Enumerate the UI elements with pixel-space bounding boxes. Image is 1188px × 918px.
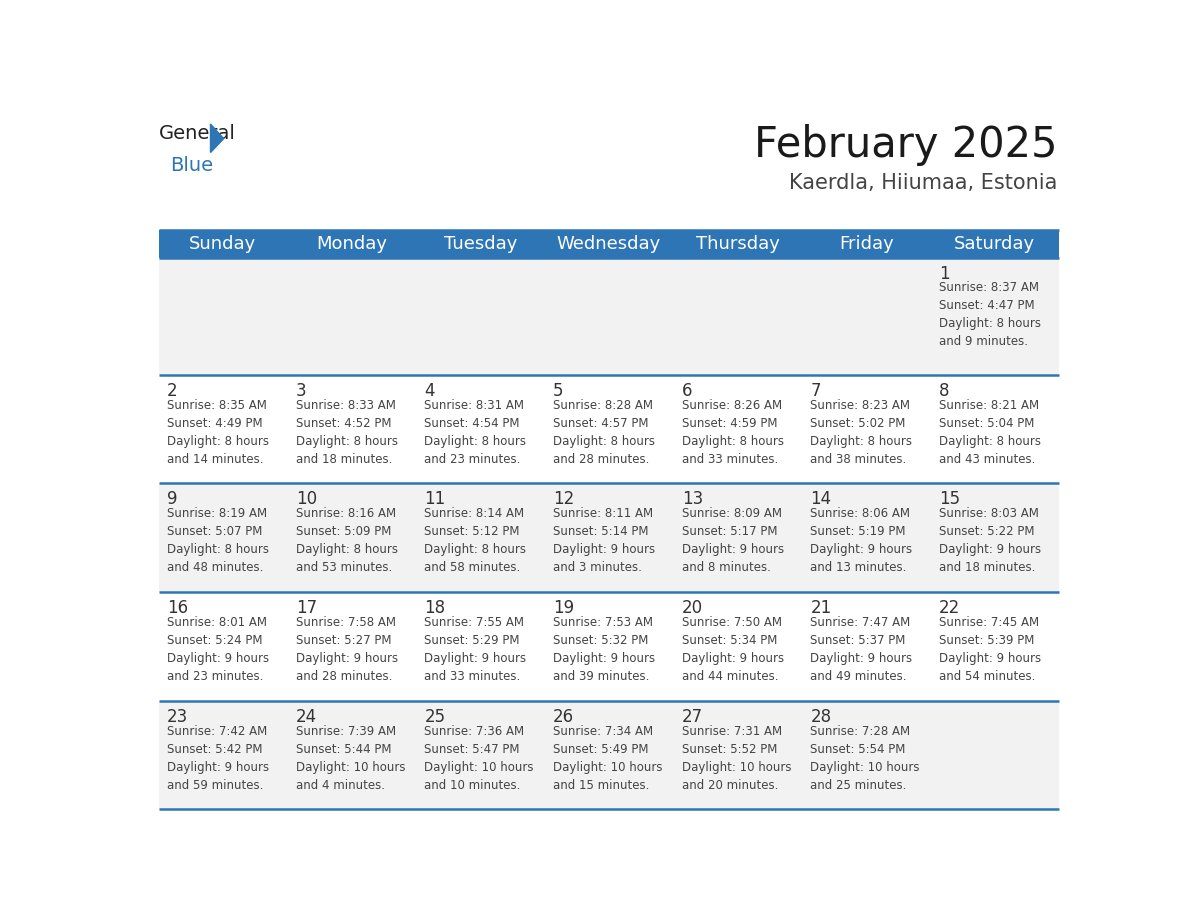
Text: Kaerdla, Hiiumaa, Estonia: Kaerdla, Hiiumaa, Estonia — [789, 174, 1057, 194]
Text: Sunrise: 7:45 AM
Sunset: 5:39 PM
Daylight: 9 hours
and 54 minutes.: Sunrise: 7:45 AM Sunset: 5:39 PM Dayligh… — [939, 616, 1041, 683]
Text: Sunrise: 8:23 AM
Sunset: 5:02 PM
Daylight: 8 hours
and 38 minutes.: Sunrise: 8:23 AM Sunset: 5:02 PM Dayligh… — [810, 398, 912, 465]
Text: Sunrise: 7:47 AM
Sunset: 5:37 PM
Daylight: 9 hours
and 49 minutes.: Sunrise: 7:47 AM Sunset: 5:37 PM Dayligh… — [810, 616, 912, 683]
Text: Saturday: Saturday — [954, 235, 1036, 252]
Text: Blue: Blue — [170, 156, 214, 175]
Text: Sunrise: 8:21 AM
Sunset: 5:04 PM
Daylight: 8 hours
and 43 minutes.: Sunrise: 8:21 AM Sunset: 5:04 PM Dayligh… — [939, 398, 1041, 465]
Text: Monday: Monday — [316, 235, 387, 252]
Text: Friday: Friday — [839, 235, 893, 252]
Text: Sunrise: 7:28 AM
Sunset: 5:54 PM
Daylight: 10 hours
and 25 minutes.: Sunrise: 7:28 AM Sunset: 5:54 PM Dayligh… — [810, 724, 920, 791]
Text: Wednesday: Wednesday — [557, 235, 661, 252]
Bar — [158, 258, 1060, 375]
Text: 7: 7 — [810, 382, 821, 399]
Bar — [158, 375, 1060, 483]
Text: 21: 21 — [810, 599, 832, 617]
Text: Sunrise: 7:34 AM
Sunset: 5:49 PM
Daylight: 10 hours
and 15 minutes.: Sunrise: 7:34 AM Sunset: 5:49 PM Dayligh… — [554, 724, 663, 791]
Bar — [158, 230, 1060, 258]
Text: 19: 19 — [554, 599, 574, 617]
Text: 13: 13 — [682, 490, 703, 509]
Text: Sunrise: 7:58 AM
Sunset: 5:27 PM
Daylight: 9 hours
and 28 minutes.: Sunrise: 7:58 AM Sunset: 5:27 PM Dayligh… — [296, 616, 398, 683]
Text: Sunrise: 7:50 AM
Sunset: 5:34 PM
Daylight: 9 hours
and 44 minutes.: Sunrise: 7:50 AM Sunset: 5:34 PM Dayligh… — [682, 616, 784, 683]
Text: 10: 10 — [296, 490, 317, 509]
Text: 28: 28 — [810, 708, 832, 725]
Text: 23: 23 — [168, 708, 189, 725]
Text: Sunrise: 8:14 AM
Sunset: 5:12 PM
Daylight: 8 hours
and 58 minutes.: Sunrise: 8:14 AM Sunset: 5:12 PM Dayligh… — [424, 507, 526, 574]
Text: 20: 20 — [682, 599, 703, 617]
Bar — [158, 483, 1060, 592]
Text: Sunrise: 7:53 AM
Sunset: 5:32 PM
Daylight: 9 hours
and 39 minutes.: Sunrise: 7:53 AM Sunset: 5:32 PM Dayligh… — [554, 616, 655, 683]
Text: 1: 1 — [939, 264, 949, 283]
Text: Sunrise: 8:06 AM
Sunset: 5:19 PM
Daylight: 9 hours
and 13 minutes.: Sunrise: 8:06 AM Sunset: 5:19 PM Dayligh… — [810, 507, 912, 574]
Bar — [158, 700, 1060, 810]
Text: Sunrise: 8:37 AM
Sunset: 4:47 PM
Daylight: 8 hours
and 9 minutes.: Sunrise: 8:37 AM Sunset: 4:47 PM Dayligh… — [939, 282, 1041, 349]
Text: 9: 9 — [168, 490, 177, 509]
Text: 24: 24 — [296, 708, 317, 725]
Text: General: General — [158, 124, 235, 143]
Text: 26: 26 — [554, 708, 574, 725]
Text: 6: 6 — [682, 382, 693, 399]
Polygon shape — [210, 124, 223, 152]
Text: Sunrise: 8:16 AM
Sunset: 5:09 PM
Daylight: 8 hours
and 53 minutes.: Sunrise: 8:16 AM Sunset: 5:09 PM Dayligh… — [296, 507, 398, 574]
Text: February 2025: February 2025 — [754, 124, 1057, 166]
Text: 15: 15 — [939, 490, 960, 509]
Bar — [158, 592, 1060, 700]
Text: Sunrise: 7:39 AM
Sunset: 5:44 PM
Daylight: 10 hours
and 4 minutes.: Sunrise: 7:39 AM Sunset: 5:44 PM Dayligh… — [296, 724, 405, 791]
Text: Sunrise: 7:36 AM
Sunset: 5:47 PM
Daylight: 10 hours
and 10 minutes.: Sunrise: 7:36 AM Sunset: 5:47 PM Dayligh… — [424, 724, 533, 791]
Text: 17: 17 — [296, 599, 317, 617]
Text: Sunrise: 7:42 AM
Sunset: 5:42 PM
Daylight: 9 hours
and 59 minutes.: Sunrise: 7:42 AM Sunset: 5:42 PM Dayligh… — [168, 724, 270, 791]
Text: Sunrise: 8:35 AM
Sunset: 4:49 PM
Daylight: 8 hours
and 14 minutes.: Sunrise: 8:35 AM Sunset: 4:49 PM Dayligh… — [168, 398, 270, 465]
Text: 2: 2 — [168, 382, 178, 399]
Text: Sunrise: 8:03 AM
Sunset: 5:22 PM
Daylight: 9 hours
and 18 minutes.: Sunrise: 8:03 AM Sunset: 5:22 PM Dayligh… — [939, 507, 1041, 574]
Text: 16: 16 — [168, 599, 188, 617]
Text: 18: 18 — [424, 599, 446, 617]
Text: Sunday: Sunday — [189, 235, 257, 252]
Text: Sunrise: 8:31 AM
Sunset: 4:54 PM
Daylight: 8 hours
and 23 minutes.: Sunrise: 8:31 AM Sunset: 4:54 PM Dayligh… — [424, 398, 526, 465]
Text: 25: 25 — [424, 708, 446, 725]
Text: 12: 12 — [554, 490, 574, 509]
Text: 22: 22 — [939, 599, 960, 617]
Text: 3: 3 — [296, 382, 307, 399]
Text: Sunrise: 8:33 AM
Sunset: 4:52 PM
Daylight: 8 hours
and 18 minutes.: Sunrise: 8:33 AM Sunset: 4:52 PM Dayligh… — [296, 398, 398, 465]
Text: Sunrise: 8:26 AM
Sunset: 4:59 PM
Daylight: 8 hours
and 33 minutes.: Sunrise: 8:26 AM Sunset: 4:59 PM Dayligh… — [682, 398, 784, 465]
Text: Sunrise: 8:01 AM
Sunset: 5:24 PM
Daylight: 9 hours
and 23 minutes.: Sunrise: 8:01 AM Sunset: 5:24 PM Dayligh… — [168, 616, 270, 683]
Text: Sunrise: 8:11 AM
Sunset: 5:14 PM
Daylight: 9 hours
and 3 minutes.: Sunrise: 8:11 AM Sunset: 5:14 PM Dayligh… — [554, 507, 655, 574]
Text: 14: 14 — [810, 490, 832, 509]
Text: 27: 27 — [682, 708, 703, 725]
Text: 4: 4 — [424, 382, 435, 399]
Text: Sunrise: 8:19 AM
Sunset: 5:07 PM
Daylight: 8 hours
and 48 minutes.: Sunrise: 8:19 AM Sunset: 5:07 PM Dayligh… — [168, 507, 270, 574]
Text: 5: 5 — [554, 382, 563, 399]
Text: Sunrise: 7:55 AM
Sunset: 5:29 PM
Daylight: 9 hours
and 33 minutes.: Sunrise: 7:55 AM Sunset: 5:29 PM Dayligh… — [424, 616, 526, 683]
Text: Sunrise: 8:09 AM
Sunset: 5:17 PM
Daylight: 9 hours
and 8 minutes.: Sunrise: 8:09 AM Sunset: 5:17 PM Dayligh… — [682, 507, 784, 574]
Text: Tuesday: Tuesday — [443, 235, 517, 252]
Text: Sunrise: 8:28 AM
Sunset: 4:57 PM
Daylight: 8 hours
and 28 minutes.: Sunrise: 8:28 AM Sunset: 4:57 PM Dayligh… — [554, 398, 655, 465]
Text: 8: 8 — [939, 382, 949, 399]
Text: Sunrise: 7:31 AM
Sunset: 5:52 PM
Daylight: 10 hours
and 20 minutes.: Sunrise: 7:31 AM Sunset: 5:52 PM Dayligh… — [682, 724, 791, 791]
Text: Thursday: Thursday — [695, 235, 779, 252]
Text: 11: 11 — [424, 490, 446, 509]
